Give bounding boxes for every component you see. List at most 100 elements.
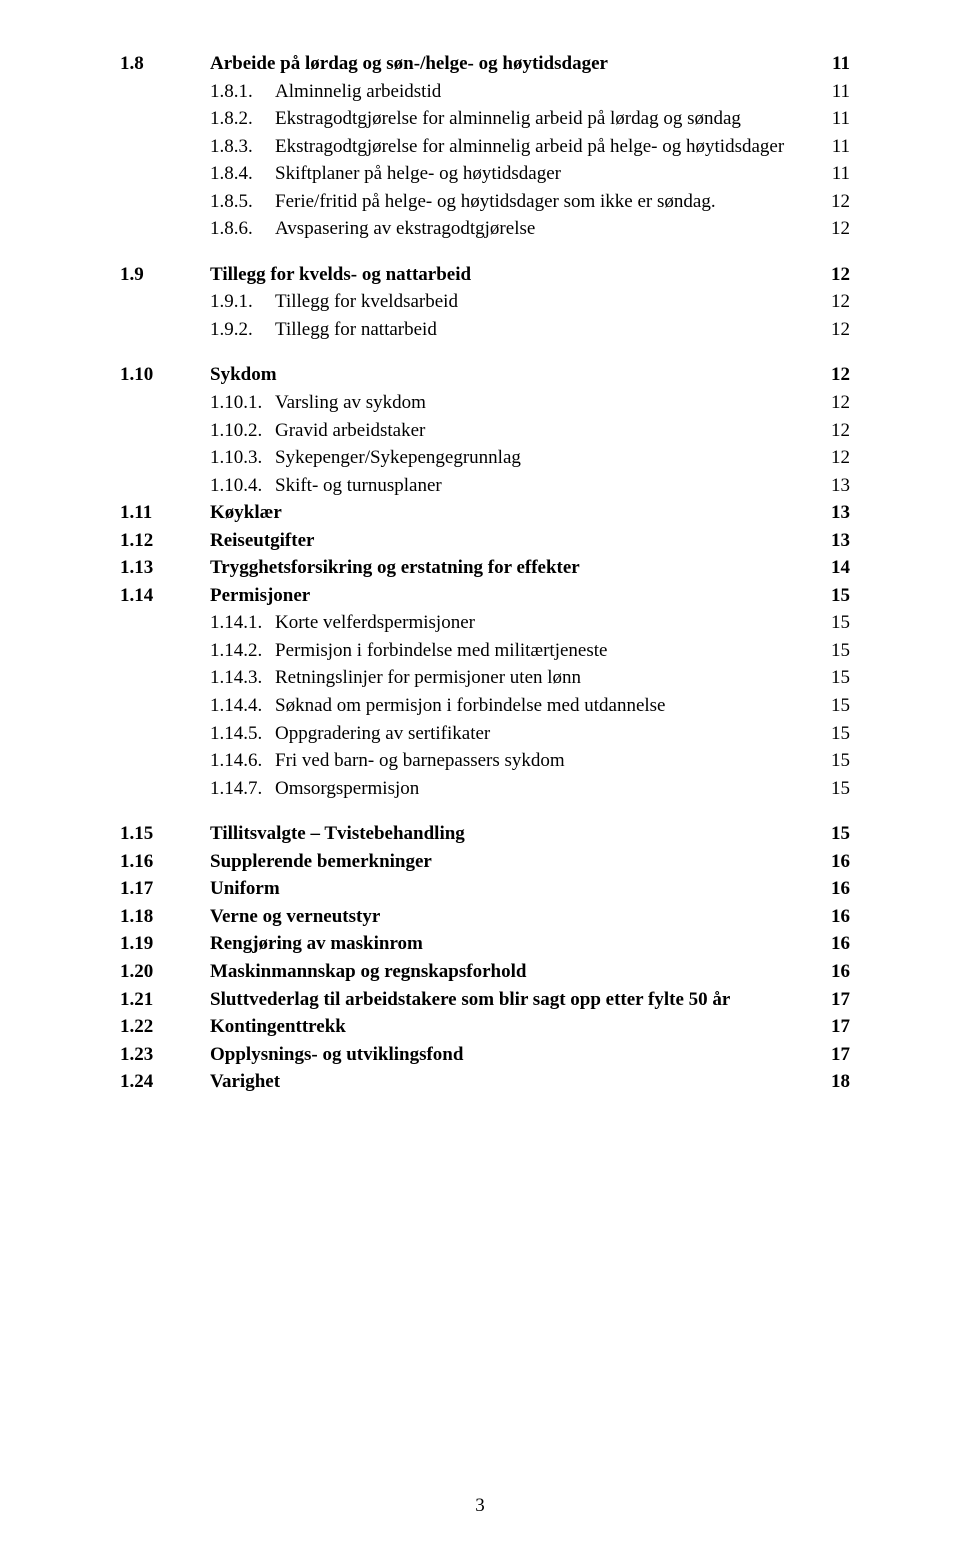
toc-section-page: 16 [810,903,850,931]
toc-subsection: 1.10.3.Sykepenger/Sykepengegrunnlag12 [120,444,850,472]
toc-sub-number: 1.14.6. [210,747,275,775]
toc-sub-page: 12 [810,444,850,472]
toc-section: 1.14Permisjoner15 [120,582,850,610]
toc-subsection: 1.9.2.Tillegg for nattarbeid12 [120,316,850,344]
toc-subsection: 1.14.3.Retningslinjer for permisjoner ut… [120,664,850,692]
toc-sub-page: 11 [810,78,850,106]
toc-subsection: 1.8.1.Alminnelig arbeidstid11 [120,78,850,106]
toc-sub-page: 11 [810,133,850,161]
toc-subsection: 1.8.6.Avspasering av ekstragodtgjørelse1… [120,215,850,243]
toc-section-number: 1.14 [120,582,210,610]
toc-section: 1.8Arbeide på lørdag og søn-/helge- og h… [120,50,850,78]
toc-subsection: 1.8.5.Ferie/fritid på helge- og høytidsd… [120,188,850,216]
toc-sub-number: 1.8.6. [210,215,275,243]
toc-sub-label: Alminnelig arbeidstid [275,78,810,106]
toc-sub-label: Korte velferdspermisjoner [275,609,810,637]
toc-sub-number: 1.14.1. [210,609,275,637]
toc-section-label: Verne og verneutstyr [210,903,810,931]
toc-section-page: 16 [810,958,850,986]
toc-sub-number: 1.9.1. [210,288,275,316]
toc-sub-number: 1.8.1. [210,78,275,106]
toc-section-number: 1.17 [120,875,210,903]
toc-section-label: Rengjøring av maskinrom [210,930,810,958]
toc-section-number: 1.8 [120,50,210,78]
toc-subsection: 1.14.4.Søknad om permisjon i forbindelse… [120,692,850,720]
toc-section-label: Tillitsvalgte – Tvistebehandling [210,820,810,848]
toc-sub-page: 15 [810,637,850,665]
toc-sub-number: 1.14.4. [210,692,275,720]
toc-section-number: 1.13 [120,554,210,582]
toc-sub-number: 1.10.1. [210,389,275,417]
toc-section-page: 16 [810,930,850,958]
document-page: 1.8Arbeide på lørdag og søn-/helge- og h… [0,0,960,1547]
toc-sub-number: 1.10.2. [210,417,275,445]
toc-gap [120,343,850,361]
toc-section-label: Sluttvederlag til arbeidstakere som blir… [210,986,810,1014]
toc-sub-page: 15 [810,664,850,692]
toc-subsection: 1.8.2.Ekstragodtgjørelse for alminnelig … [120,105,850,133]
toc-section-label: Varighet [210,1068,810,1096]
toc-section: 1.17Uniform16 [120,875,850,903]
toc-sub-page: 15 [810,692,850,720]
toc-sub-page: 12 [810,215,850,243]
toc-sub-number: 1.9.2. [210,316,275,344]
toc-subsection: 1.10.2.Gravid arbeidstaker12 [120,417,850,445]
toc-sub-label: Oppgradering av sertifikater [275,720,810,748]
toc-section-label: Maskinmannskap og regnskapsforhold [210,958,810,986]
toc-sub-label: Ferie/fritid på helge- og høytidsdager s… [275,188,810,216]
toc-sub-label: Søknad om permisjon i forbindelse med ut… [275,692,810,720]
toc-sub-page: 15 [810,775,850,803]
toc-sub-page: 13 [810,472,850,500]
toc-sub-label: Ekstragodtgjørelse for alminnelig arbeid… [275,105,810,133]
toc-sub-page: 12 [810,389,850,417]
toc-section-number: 1.9 [120,261,210,289]
toc-section: 1.20Maskinmannskap og regnskapsforhold16 [120,958,850,986]
toc-sub-page: 12 [810,417,850,445]
toc-section: 1.18Verne og verneutstyr16 [120,903,850,931]
toc-section-page: 17 [810,986,850,1014]
toc-sub-label: Avspasering av ekstragodtgjørelse [275,215,810,243]
toc-section-label: Køyklær [210,499,810,527]
toc-subsection: 1.14.1.Korte velferdspermisjoner15 [120,609,850,637]
toc-section-page: 16 [810,848,850,876]
toc-sub-page: 15 [810,720,850,748]
toc-section-label: Arbeide på lørdag og søn-/helge- og høyt… [210,50,810,78]
toc-sub-number: 1.8.3. [210,133,275,161]
toc-sub-label: Sykepenger/Sykepengegrunnlag [275,444,810,472]
toc-section-page: 15 [810,582,850,610]
toc-sub-number: 1.8.4. [210,160,275,188]
toc-section-page: 13 [810,499,850,527]
toc-section-page: 12 [810,261,850,289]
toc-sub-page: 12 [810,288,850,316]
toc-section-label: Uniform [210,875,810,903]
toc-sub-page: 12 [810,188,850,216]
toc-section-number: 1.16 [120,848,210,876]
toc-subsection: 1.8.4.Skiftplaner på helge- og høytidsda… [120,160,850,188]
toc-section-label: Supplerende bemerkninger [210,848,810,876]
toc-section-label: Reiseutgifter [210,527,810,555]
toc-section: 1.10Sykdom12 [120,361,850,389]
toc-sub-number: 1.8.5. [210,188,275,216]
toc-subsection: 1.9.1.Tillegg for kveldsarbeid12 [120,288,850,316]
toc-section: 1.24Varighet18 [120,1068,850,1096]
toc-sub-label: Omsorgspermisjon [275,775,810,803]
toc-section-label: Tillegg for kvelds- og nattarbeid [210,261,810,289]
toc-sub-label: Tillegg for nattarbeid [275,316,810,344]
toc-sub-label: Ekstragodtgjørelse for alminnelig arbeid… [275,133,810,161]
toc-section-number: 1.15 [120,820,210,848]
toc-section-page: 14 [810,554,850,582]
toc-sub-page: 12 [810,316,850,344]
toc-section-number: 1.19 [120,930,210,958]
toc-sub-number: 1.14.2. [210,637,275,665]
toc-subsection: 1.10.1.Varsling av sykdom12 [120,389,850,417]
toc-sub-label: Gravid arbeidstaker [275,417,810,445]
toc-gap [120,243,850,261]
toc-section-label: Opplysnings- og utviklingsfond [210,1041,810,1069]
toc-section: 1.16Supplerende bemerkninger16 [120,848,850,876]
toc-gap [120,802,850,820]
toc-subsection: 1.10.4.Skift- og turnusplaner13 [120,472,850,500]
toc-section-number: 1.20 [120,958,210,986]
toc-section-number: 1.24 [120,1068,210,1096]
toc-section-label: Permisjoner [210,582,810,610]
toc-section-label: Trygghetsforsikring og erstatning for ef… [210,554,810,582]
